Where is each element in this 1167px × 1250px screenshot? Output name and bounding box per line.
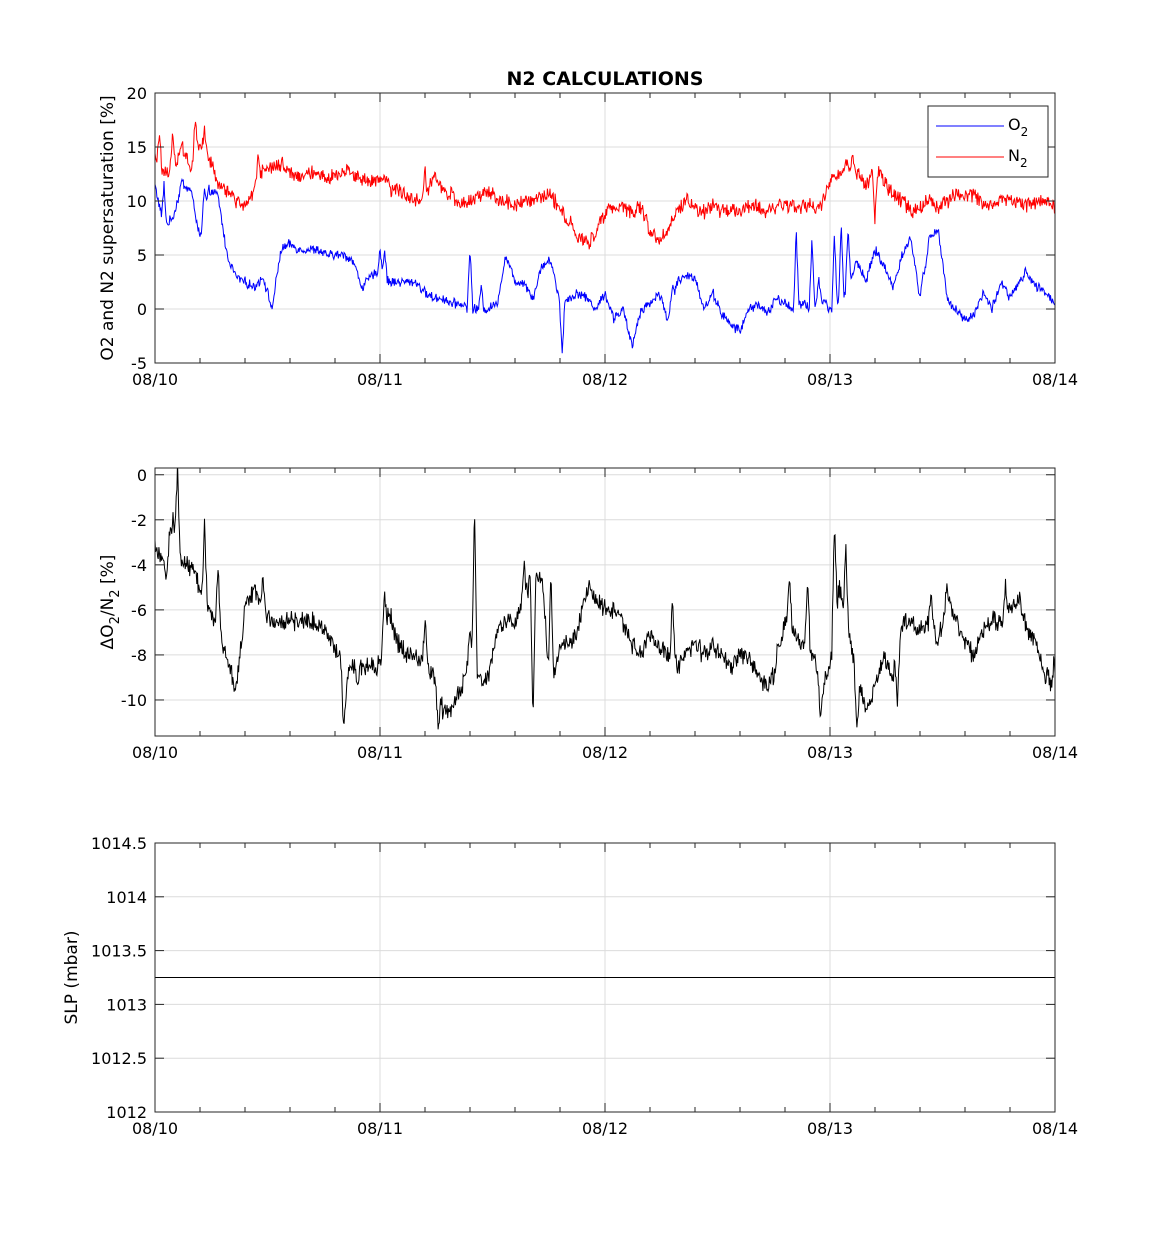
y-tick-label: 5 (137, 246, 147, 265)
y-axis-label-3: SLP (mbar) (62, 931, 82, 1025)
x-tick-label: 08/13 (807, 370, 853, 389)
y-tick-label: -5 (131, 354, 147, 373)
ticks-1: 08/10 08/11 08/12 08/13 08/14 -5 0 5 10 15 20 (127, 84, 1078, 389)
y-tick-label: -8 (131, 646, 147, 665)
y-tick-label: 1012 (106, 1103, 147, 1122)
x-tick-label: 08/10 (132, 743, 178, 762)
y-axis-label-2-part-3: [%] (98, 555, 118, 590)
legend: O2 N2 (927, 105, 1049, 178)
y-axis-label-1: O2 and N2 supersaturation [%] (98, 95, 118, 360)
x-tick-label: 08/12 (582, 1119, 628, 1138)
y-axis-label-2-part-2: /N (98, 598, 118, 616)
y-axis-label-2-sub-2: 2 (108, 589, 123, 597)
legend-label-o2: O2 (1008, 115, 1028, 139)
x-tick-label: 08/13 (807, 1119, 853, 1138)
legend-box (927, 105, 1049, 178)
y-tick-label: -10 (121, 691, 147, 710)
y-tick-label: -6 (131, 601, 147, 620)
legend-label-o2-sub: 2 (1021, 125, 1029, 139)
y-tick-label: -2 (131, 511, 147, 530)
ticks-3: 08/10 08/11 08/12 08/13 08/14 1012 1012.5 1013 1… (91, 834, 1078, 1138)
x-tick-label: 08/11 (357, 370, 403, 389)
series-layer-1 (155, 121, 1055, 354)
x-tick-label: 08/14 (1032, 743, 1078, 762)
y-axis-label-2-sub-1: 2 (108, 616, 123, 624)
x-tick-label: 08/11 (357, 1119, 403, 1138)
series-layer-2 (155, 468, 1055, 730)
x-tick-label: 08/12 (582, 370, 628, 389)
legend-label-n2-sub: 2 (1020, 156, 1028, 170)
panel-delta-o2-n2: 08/10 08/11 08/12 08/13 08/14 -10 -8 -6 -4 -2 0 ΔO… (98, 466, 1078, 762)
legend-label-n2: N2 (1008, 146, 1028, 170)
x-tick-label: 08/14 (1032, 370, 1078, 389)
y-tick-label: 1013 (106, 995, 147, 1014)
y-tick-label: -4 (131, 556, 147, 575)
y-tick-label: 1013.5 (91, 942, 147, 961)
y-tick-label: 0 (137, 466, 147, 485)
panel-o2-n2-supersaturation: 08/10 08/11 08/12 08/13 08/14 -5 0 5 10 15 20 N2 C… (98, 68, 1078, 389)
series-line-o2 (155, 177, 1055, 354)
y-axis-label-2: ΔO2/N2 [%] (98, 555, 123, 650)
y-tick-label: 15 (127, 138, 147, 157)
x-tick-label: 08/13 (807, 743, 853, 762)
x-tick-label: 08/14 (1032, 1119, 1078, 1138)
y-tick-label: 1012.5 (91, 1049, 147, 1068)
y-axis-label-2-part-1: ΔO (98, 624, 118, 649)
x-tick-label: 08/10 (132, 370, 178, 389)
legend-label-o2-base: O (1008, 115, 1021, 134)
panel-slp: 08/10 08/11 08/12 08/13 08/14 1012 1012.5 1013 1… (62, 834, 1078, 1138)
y-tick-label: 0 (137, 300, 147, 319)
x-tick-label: 08/12 (582, 743, 628, 762)
y-tick-label: 10 (127, 192, 147, 211)
chart-title: N2 CALCULATIONS (507, 68, 704, 90)
y-tick-label: 1014 (106, 888, 147, 907)
series-line-p2 (155, 468, 1055, 730)
y-tick-label: 1014.5 (91, 834, 147, 853)
x-tick-label: 08/10 (132, 1119, 178, 1138)
y-tick-label: 20 (127, 84, 147, 103)
series-line-n2 (155, 121, 1055, 250)
ticks-2: 08/10 08/11 08/12 08/13 08/14 -10 -8 -6 -4 -2 0 (121, 466, 1078, 762)
legend-label-n2-base: N (1008, 146, 1020, 165)
x-tick-label: 08/11 (357, 743, 403, 762)
